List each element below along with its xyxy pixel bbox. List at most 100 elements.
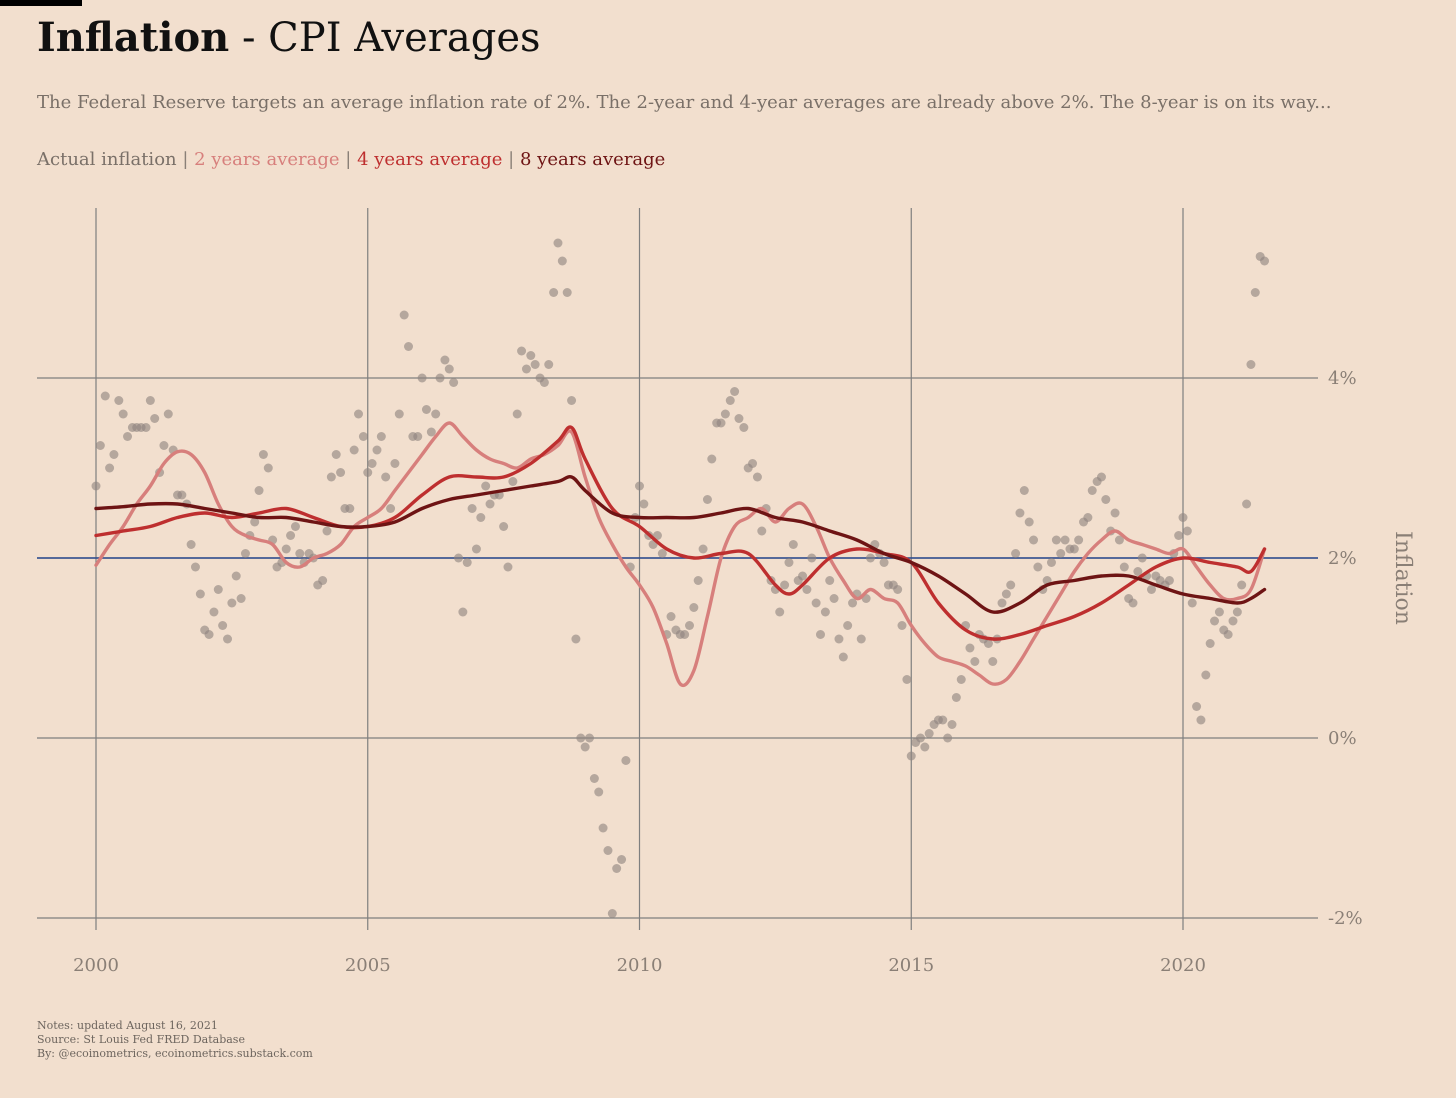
x-tick-label: 2005 [345, 955, 391, 976]
actual-inflation-point [947, 720, 957, 729]
actual-inflation-point [689, 603, 699, 612]
actual-inflation-point [1019, 486, 1029, 495]
actual-inflation-point [788, 540, 798, 549]
actual-inflation-point [1006, 580, 1016, 590]
actual-inflation-point [906, 751, 916, 761]
actual-inflation-point [295, 549, 305, 558]
actual-inflation-point [1164, 576, 1174, 585]
actual-inflation-point [798, 571, 808, 581]
actual-inflation-point [1260, 256, 1270, 266]
actual-inflation-point [915, 733, 925, 743]
x-tick-label: 2010 [617, 955, 663, 976]
actual-inflation-point [553, 238, 563, 248]
actual-inflation-point [290, 522, 300, 531]
actual-inflation-point [186, 540, 196, 549]
actual-inflation-point [1001, 589, 1011, 599]
actual-inflation-point [635, 481, 644, 491]
actual-inflation-point [856, 634, 866, 644]
actual-inflation-point [838, 652, 848, 662]
actual-inflation-point [349, 445, 359, 455]
actual-inflation-point [435, 373, 445, 383]
actual-inflation-point [752, 472, 762, 482]
actual-inflation-point [521, 364, 531, 374]
actual-inflation-point [1210, 616, 1220, 626]
actual-inflation-point [499, 522, 509, 531]
legend-avg4: 4 years average [357, 149, 503, 170]
actual-inflation-point [399, 310, 409, 320]
actual-inflation-point [358, 432, 368, 441]
actual-inflation-point [879, 558, 889, 567]
actual-inflation-point [240, 549, 250, 558]
actual-inflation-point [612, 864, 622, 873]
legend-avg8: 8 years average [519, 149, 666, 170]
actual-inflation-point [924, 729, 934, 738]
actual-inflation-point [594, 787, 604, 797]
actual-inflation-point [223, 634, 233, 644]
actual-inflation-point [354, 409, 364, 419]
actual-inflation-point [997, 598, 1007, 608]
actual-inflation-point [123, 432, 133, 441]
actual-inflation-point [680, 630, 690, 639]
actual-inflation-point [698, 544, 708, 554]
actual-inflation-point [1110, 508, 1120, 518]
actual-inflation-point [404, 342, 414, 351]
actual-inflation-point [1187, 598, 1197, 608]
actual-inflation-point [345, 504, 355, 513]
actual-inflation-point [1119, 562, 1129, 572]
actual-inflation-point [476, 513, 486, 522]
legend-actual: Actual inflation [37, 149, 177, 170]
chart-title: Inflation - CPI Averages [37, 14, 541, 61]
chart-subtitle: The Federal Reserve targets an average i… [37, 92, 1332, 113]
actual-inflation-point [449, 378, 459, 387]
actual-inflation-point [177, 490, 187, 500]
actual-inflation-point [639, 499, 649, 509]
actual-inflation-point [508, 477, 518, 486]
actual-inflation-point [580, 742, 590, 752]
actual-inflation-point [956, 675, 966, 684]
actual-inflation-point [481, 481, 491, 491]
actual-inflation-point [897, 621, 907, 630]
actual-inflation-point [236, 594, 246, 603]
actual-inflation-point [1128, 598, 1138, 608]
actual-inflation-point [118, 409, 128, 419]
actual-inflation-point [204, 630, 214, 639]
actual-inflation-point [598, 823, 608, 833]
actual-inflation-point [462, 558, 472, 567]
actual-inflation-point [702, 495, 712, 504]
y-tick-label: 4% [1328, 368, 1357, 389]
actual-inflation-point [1146, 585, 1156, 594]
actual-inflation-point [1201, 670, 1211, 680]
actual-inflation-point [331, 450, 341, 459]
actual-inflation-point [1242, 499, 1252, 509]
notes-line-1: Notes: updated August 16, 2021 [37, 1019, 218, 1032]
actual-inflation-point [943, 733, 953, 743]
actual-inflation-point [734, 414, 744, 423]
actual-inflation-point [95, 441, 105, 450]
actual-inflation-point [326, 472, 336, 482]
actual-inflation-point [1087, 486, 1097, 495]
actual-inflation-point [1033, 562, 1043, 572]
actual-inflation-point [567, 396, 577, 405]
actual-inflation-point [1228, 616, 1238, 626]
actual-inflation-point [829, 594, 839, 603]
actual-inflation-point [834, 634, 844, 644]
actual-inflation-point [336, 468, 346, 477]
actual-inflation-point [250, 517, 260, 527]
actual-inflation-point [100, 391, 110, 401]
actual-inflation-point [1205, 639, 1215, 648]
actual-inflation-point [1182, 526, 1192, 536]
legend-avg2: 2 years average [194, 149, 340, 170]
actual-inflation-point [195, 589, 205, 599]
actual-inflation-point [1232, 607, 1242, 617]
actual-inflation-point [784, 558, 794, 567]
actual-inflation-point [286, 531, 296, 540]
actual-inflation-point [693, 576, 703, 585]
actual-inflation-point [652, 531, 662, 540]
actual-inflation-point [1015, 508, 1025, 518]
actual-inflation-point [440, 355, 450, 365]
actual-inflation-point [91, 481, 101, 491]
actual-inflation-point [163, 409, 173, 419]
actual-inflation-point [454, 553, 464, 563]
actual-inflation-point [467, 504, 477, 513]
chart-title-rest: - CPI Averages [229, 15, 541, 61]
